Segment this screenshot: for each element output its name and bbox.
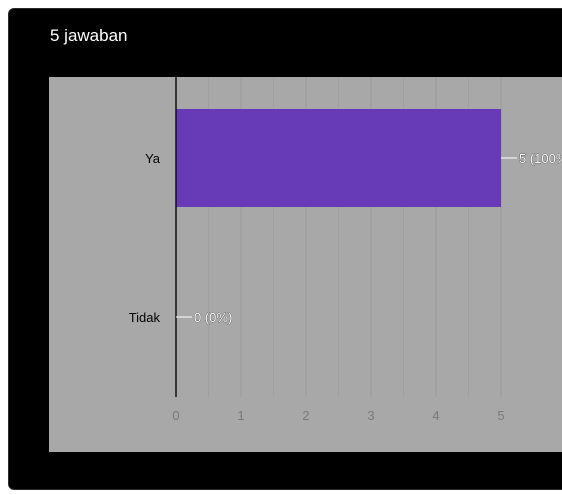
labels: 0 1 2 3 4 5 Ya 5 (100%) Tidak 0 (0%) bbox=[129, 151, 562, 423]
response-count: 5 jawaban bbox=[50, 26, 128, 45]
bar bbox=[176, 109, 501, 207]
x-tick-label: 4 bbox=[432, 408, 439, 423]
bars bbox=[176, 109, 501, 207]
x-tick-label: 5 bbox=[497, 408, 504, 423]
chart-container: 0 1 2 3 4 5 Ya 5 (100%) Tidak 0 (0%) bbox=[49, 77, 562, 452]
x-tick-label: 1 bbox=[237, 408, 244, 423]
x-tick-label: 3 bbox=[367, 408, 374, 423]
x-tick-label: 2 bbox=[302, 408, 309, 423]
category-label: Tidak bbox=[129, 310, 161, 325]
data-label: 0 (0%) bbox=[194, 310, 232, 325]
category-label: Ya bbox=[145, 151, 161, 166]
x-tick-label: 0 bbox=[172, 408, 179, 423]
bar-chart: 0 1 2 3 4 5 Ya 5 (100%) Tidak 0 (0%) bbox=[49, 77, 562, 452]
data-label: 5 (100%) bbox=[519, 151, 562, 166]
